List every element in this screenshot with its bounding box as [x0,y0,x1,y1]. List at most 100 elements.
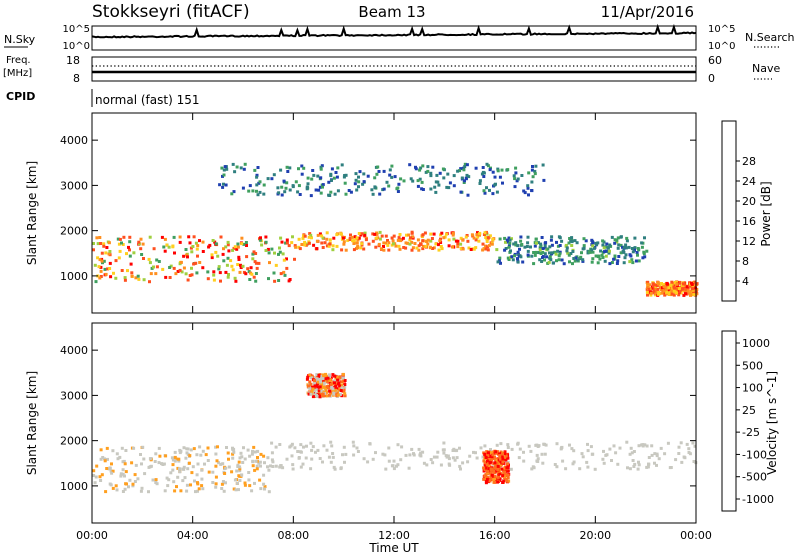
scatter-cell [664,288,668,292]
scatter-cell [278,250,282,254]
scatter-cell [266,177,270,181]
scatter-cell [239,263,242,267]
scatter-cell [670,280,674,284]
scatter-cell [659,446,663,450]
scatter-cell [513,254,516,258]
scatter-cell [130,271,134,275]
scatter-cell [368,442,372,446]
scatter-cell [200,477,204,481]
scatter-cell [280,193,284,197]
scatter-cell [320,241,324,245]
scatter-cell [360,232,364,236]
scatter-cell [214,445,218,449]
scatter-cell [223,165,227,169]
nsky-strip: N.Sky 10^5 10^0 10^5 10^0 N.Search [4,23,795,52]
scatter-cell [483,474,487,478]
scatter-cell [602,246,606,250]
scatter-cell [121,243,125,246]
scatter-cell [506,469,509,473]
scatter-cell [469,248,473,251]
scatter-cell [307,384,311,388]
scatter-cell [688,452,692,456]
scatter-cell [429,232,433,236]
scatter-cell [384,234,388,238]
scatter-cell [93,481,97,485]
scatter-cell [430,237,434,240]
scatter-cell [635,251,639,254]
scatter-cell [164,275,168,279]
scatter-cell [491,237,495,241]
scatter-cell [294,245,298,249]
scatter-cell [299,443,303,447]
scatter-cell [95,464,99,468]
scatter-cell [685,442,689,446]
scatter-cell [434,180,438,184]
scatter-cell [181,479,185,483]
scatter-cell [124,449,128,452]
scatter-cell [408,163,412,167]
scatter-cell [102,242,106,246]
scatter-cell [374,451,377,455]
scatter-cell [601,457,605,461]
scatter-cell [439,241,443,244]
scatter-cell [331,248,335,252]
scatter-cell [543,252,547,256]
scatter-cell [665,281,669,285]
scatter-cell [161,267,165,271]
scatter-cell [462,168,466,172]
scatter-cell [222,173,226,177]
scatter-cell [440,247,444,251]
scatter-cell [116,237,120,241]
scatter-cell [137,277,141,281]
scatter-cell [233,245,237,249]
scatter-cell [493,474,497,478]
nsearch-label: N.Search [745,31,795,44]
scatter-cell [622,261,626,265]
scatter-cell [151,478,155,482]
scatter-cell [685,285,689,289]
scatter-cell [497,452,500,456]
scatter-cell [388,168,392,172]
scatter-cell [546,247,550,251]
scatter-cell [495,443,499,447]
scatter-cell [558,244,562,247]
scatter-cell [647,462,650,466]
scatter-cell [542,442,546,446]
scatter-cell [499,442,503,446]
scatter-cell [277,191,281,195]
scatter-cell [300,243,304,246]
scatter-cell [530,254,534,258]
scatter-cell [136,274,140,278]
scatter-cell [186,467,190,471]
scatter-cell [217,265,221,269]
scatter-cell [616,259,620,263]
scatter-cell [308,232,312,236]
scatter-cell [374,236,378,240]
scatter-cell [684,292,687,296]
scatter-cell [490,455,494,459]
scatter-cell [235,481,239,485]
scatter-cell [504,477,508,481]
scatter-cell [446,172,450,176]
scatter-cell [311,445,315,449]
scatter-cell [498,454,502,458]
scatter-cell [267,277,270,281]
scatter-cell [331,244,335,248]
scatter-cell [421,164,425,168]
scatter-cell [310,177,314,181]
scatter-cell [451,232,455,236]
scatter-cell [243,162,247,166]
scatter-cell [222,247,225,251]
scatter-cell [255,173,259,177]
scatter-cell [293,244,297,248]
scatter-cell [506,446,510,449]
scatter-cell [147,490,150,494]
scatter-cell [332,374,336,378]
scatter-cell [160,235,164,239]
scatter-cell [293,446,297,450]
scatter-cell [526,235,530,239]
scatter-cell [636,253,639,257]
scatter-cell [194,261,198,265]
scatter-cell [92,469,96,473]
scatter-cell [267,490,271,494]
